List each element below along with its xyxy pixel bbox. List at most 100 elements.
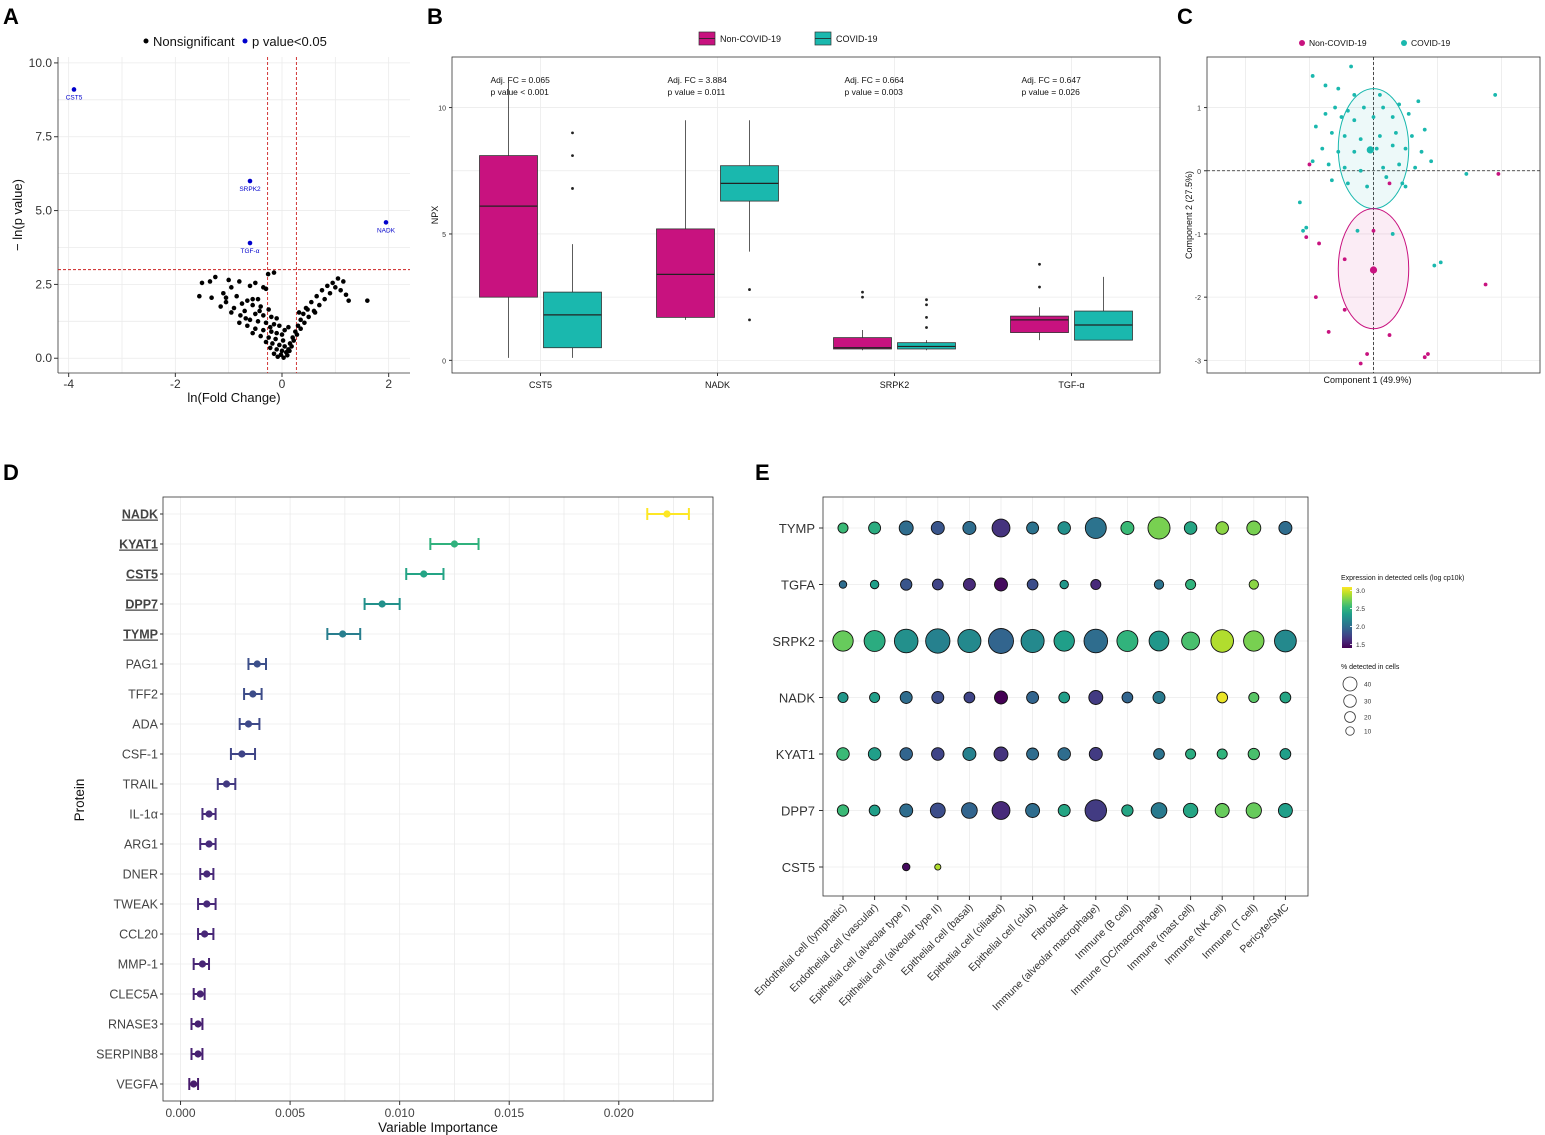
point-covid <box>1339 115 1344 119</box>
significant-point-label: NADK <box>377 227 396 234</box>
expression-dot <box>868 804 881 817</box>
point-non-covid <box>1317 241 1321 246</box>
x-tick-label: 2 <box>385 377 392 391</box>
gene-label: CST5 <box>782 860 815 875</box>
nonsignificant-point <box>285 352 290 358</box>
size-legend-circle <box>1344 711 1356 723</box>
expression-dot <box>1277 803 1293 818</box>
point-covid <box>1410 134 1414 138</box>
legend-label-non-covid: Non-COVID-19 <box>1309 38 1367 48</box>
point-non-covid <box>1483 282 1488 287</box>
legend-marker-covid <box>1401 40 1407 46</box>
expression-dot <box>991 801 1011 820</box>
expression-dot <box>1026 578 1039 591</box>
expression-dot <box>962 747 977 761</box>
panel-label-b: B <box>427 4 443 29</box>
box-covid <box>543 291 602 349</box>
nonsignificant-point <box>296 310 302 315</box>
color-legend-bar <box>1342 587 1352 648</box>
nonsignificant-point <box>242 308 247 314</box>
importance-point <box>205 840 213 848</box>
y-tick-label: -2 <box>1195 295 1201 302</box>
size-legend-label: 20 <box>1364 715 1372 722</box>
importance-point <box>244 720 253 728</box>
expression-dot <box>1185 578 1197 591</box>
point-non-covid <box>1358 361 1363 366</box>
expression-dot <box>1116 630 1139 652</box>
expression-dot <box>925 628 951 654</box>
size-legend-label: 10 <box>1364 729 1372 736</box>
nonsignificant-point <box>281 355 286 360</box>
x-tick-label: 0.005 <box>275 1106 305 1120</box>
expression-dot <box>1088 690 1104 705</box>
expression-dot <box>1216 748 1228 760</box>
x-tick-label: -2 <box>170 377 181 391</box>
importance-point <box>249 690 257 698</box>
expression-dot <box>1057 521 1071 535</box>
expression-dot <box>1215 521 1229 535</box>
y-tick-label: 10 <box>438 106 446 113</box>
size-legend-title: % detected in cells <box>1341 664 1400 671</box>
importance-point <box>194 1050 202 1058</box>
panel-b-box-plot: 0 5 10 NPX CST5 Adj. FC = 0.065 p value < 0.00… <box>430 31 1161 390</box>
protein-label: DPP7 <box>125 598 158 612</box>
legend-marker-significant <box>242 38 248 44</box>
importance-point <box>339 630 347 638</box>
plot-background <box>58 57 410 373</box>
x-tick-label: NADK <box>705 380 730 390</box>
protein-label: SERPINB8 <box>96 1048 158 1062</box>
x-tick-label: 0.000 <box>166 1106 196 1120</box>
expression-dot <box>1053 630 1075 652</box>
nonsignificant-point <box>312 310 318 315</box>
cell-type-label: Immune (B cell) <box>1073 902 1133 962</box>
point-covid <box>1397 102 1402 107</box>
nonsignificant-point <box>239 301 245 306</box>
y-axis-title: Protein <box>72 779 87 822</box>
nonsignificant-point <box>261 313 266 318</box>
expression-dot <box>1247 747 1260 761</box>
nonsignificant-point <box>286 324 291 330</box>
expression-dot <box>994 690 1008 705</box>
protein-label: CCL20 <box>119 928 158 942</box>
point-covid <box>1390 232 1395 236</box>
point-covid <box>1310 159 1315 164</box>
y-axis-title: − ln(p value) <box>10 179 25 251</box>
point-covid <box>1352 93 1357 97</box>
nonsignificant-point <box>269 329 274 334</box>
point-covid <box>1349 64 1353 69</box>
expression-dot <box>961 802 978 819</box>
panel-label-d: D <box>3 460 19 485</box>
point-covid <box>1403 146 1408 151</box>
centroid-non-covid <box>1369 266 1378 274</box>
protein-label: RNASE3 <box>108 1018 158 1032</box>
nonsignificant-point <box>226 277 231 283</box>
x-tick-label: 0.020 <box>604 1106 634 1120</box>
point-covid <box>1323 111 1328 116</box>
nonsignificant-point <box>229 285 234 290</box>
annotation-fc: Adj. FC = 0.065 <box>491 75 551 85</box>
point-covid <box>1333 105 1337 110</box>
nonsignificant-point <box>223 299 229 305</box>
nonsignificant-point <box>294 332 300 337</box>
significant-point-label: TGF-α <box>241 248 260 255</box>
box-outlier <box>1038 285 1041 289</box>
box-outlier <box>925 298 928 302</box>
x-tick-label: 0 <box>279 377 286 391</box>
protein-label: VEGFA <box>116 1078 158 1092</box>
point-covid <box>1313 124 1318 129</box>
expression-dot <box>869 691 881 704</box>
color-legend-tick-label: 3.0 <box>1356 588 1365 595</box>
nonsignificant-point <box>253 280 258 286</box>
nonsignificant-point <box>275 354 281 360</box>
point-covid <box>1345 181 1350 186</box>
importance-point <box>222 780 231 788</box>
significant-point <box>383 220 389 225</box>
box-non-covid <box>656 228 715 318</box>
panel-label-a: A <box>3 4 19 29</box>
nonsignificant-point <box>295 323 301 329</box>
point-covid <box>1371 115 1376 119</box>
point-covid <box>1406 111 1411 116</box>
expression-dot <box>1214 803 1230 818</box>
expression-dot <box>1121 691 1134 704</box>
